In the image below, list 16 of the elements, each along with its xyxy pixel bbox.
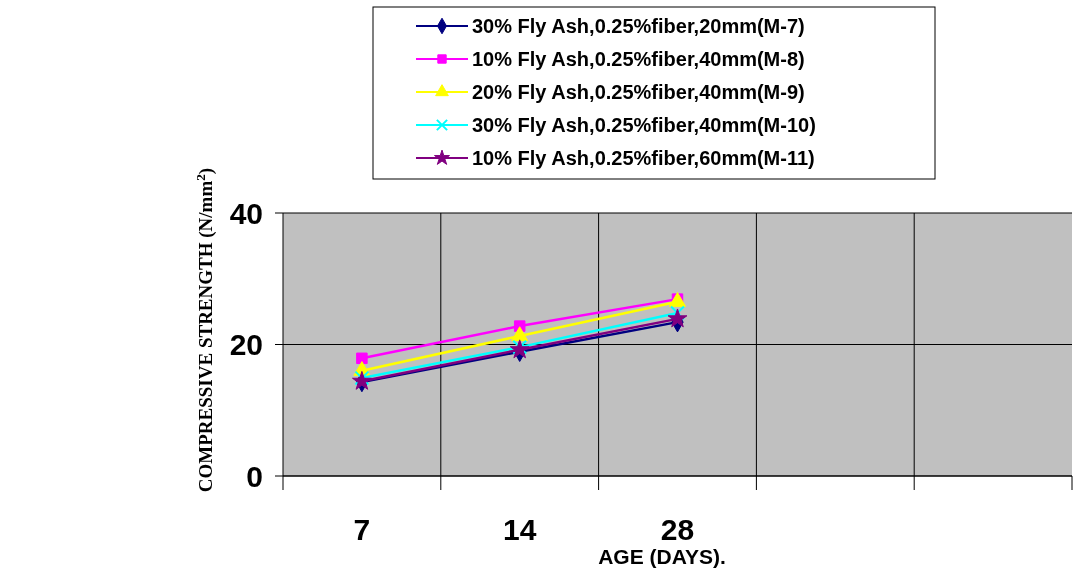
x-tick-label: 7: [353, 513, 371, 546]
y-tick-label: 0: [246, 459, 263, 493]
legend-label: 30% Fly Ash,0.25%fiber,20mm(M-7): [472, 15, 805, 37]
point: [670, 305, 685, 321]
x-tick-label: 14: [503, 513, 537, 546]
point: [511, 326, 529, 342]
legend-label: 10% Fly Ash,0.25%fiber,60mm(M-11): [472, 147, 815, 169]
x-tick-label: 28: [660, 513, 695, 546]
legend-label: 10% Fly Ash,0.25%fiber,40mm(M-8): [472, 48, 805, 70]
legend-label: 30% Fly Ash,0.25%fiber,40mm(M-10): [472, 114, 816, 136]
point: [667, 308, 688, 328]
point: [356, 352, 368, 365]
y-tick-label: 40: [229, 196, 263, 230]
y-tick-label: 20: [229, 328, 263, 361]
x-axis-title: AGE (DAYS).: [598, 545, 726, 568]
legend-label: 20% Fly Ash,0.25%fiber,40mm(M-9): [472, 81, 805, 103]
